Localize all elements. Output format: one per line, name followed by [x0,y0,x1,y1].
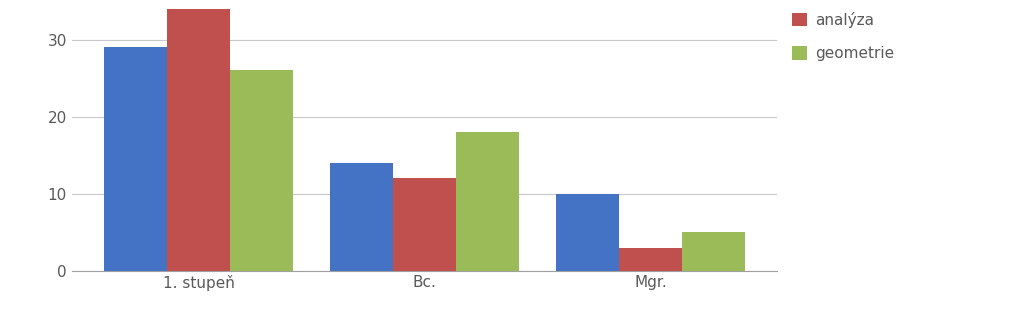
Legend: algebra, analýza, geometrie: algebra, analýza, geometrie [792,0,894,61]
Bar [329,163,393,271]
Bar [619,248,682,271]
Bar [393,178,456,271]
Bar [682,232,746,271]
Bar [230,70,294,271]
Bar [167,9,230,271]
Bar [456,132,520,271]
Bar [555,194,619,271]
Bar [103,47,167,271]
